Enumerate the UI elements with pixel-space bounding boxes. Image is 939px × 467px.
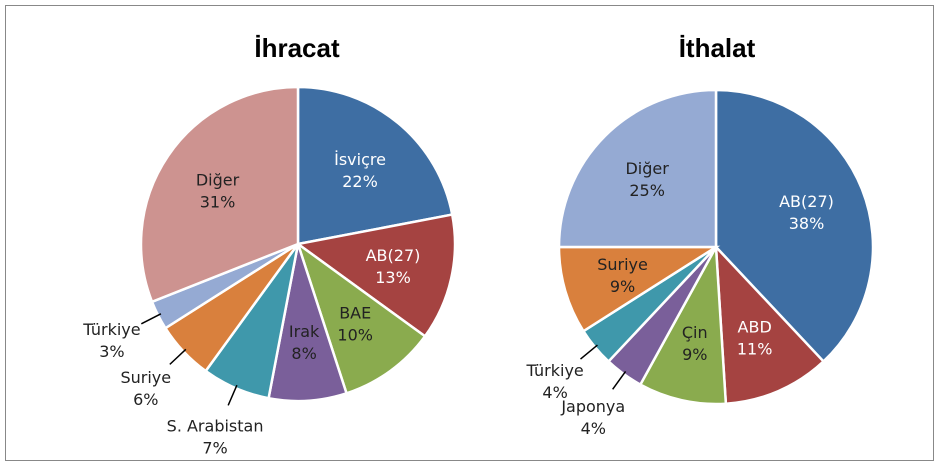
category-label: Suriye: [120, 368, 171, 387]
value-label: 10%: [337, 326, 373, 345]
value-label: 3%: [99, 342, 124, 361]
data-label: BAE 10%: [337, 304, 373, 345]
data-label: Diğer 25%: [625, 159, 669, 200]
category-label: AB(27): [366, 246, 421, 265]
value-label: 13%: [375, 268, 411, 287]
data-label: AB(27) 13%: [366, 246, 421, 287]
category-label: Irak: [289, 322, 320, 341]
pie-slice: [638, 242, 728, 406]
pie-slice: [294, 213, 457, 339]
data-label: Türkiye 3%: [82, 320, 140, 361]
category-label: Diğer: [625, 159, 669, 178]
value-label: 31%: [200, 192, 236, 211]
data-label: İsviçre 22%: [334, 150, 386, 191]
leader-line: [612, 371, 627, 390]
value-label: 4%: [542, 383, 567, 402]
value-label: 9%: [610, 277, 635, 296]
pie-slice: [714, 88, 875, 364]
chart-title: İhracat: [254, 33, 340, 63]
value-label: 38%: [789, 214, 825, 233]
pie-slice: [557, 245, 721, 333]
data-label: S. Arabistan 7%: [167, 417, 264, 458]
data-label: AB(27) 38%: [779, 192, 834, 233]
category-label: ABD: [738, 317, 772, 336]
pie-slice: [714, 243, 826, 406]
category-label: Türkiye: [82, 320, 140, 339]
category-label: Çin: [682, 323, 708, 342]
value-label: 8%: [291, 344, 316, 363]
category-label: BAE: [339, 304, 371, 323]
category-label: S. Arabistan: [167, 417, 264, 436]
leader-line: [169, 348, 187, 365]
value-label: 9%: [682, 345, 707, 364]
value-label: 25%: [629, 181, 665, 200]
value-label: 7%: [202, 439, 227, 458]
category-label: Japonya: [560, 397, 625, 416]
value-label: 4%: [581, 419, 606, 438]
data-label: Irak 8%: [289, 322, 320, 363]
category-label: Suriye: [597, 255, 648, 274]
leader-line: [580, 344, 598, 360]
data-label: Suriye 9%: [597, 255, 648, 296]
pie-slice: [296, 85, 454, 246]
data-label: Çin 9%: [682, 323, 708, 364]
pie-slice: [295, 240, 427, 395]
data-label: Suriye 6%: [120, 368, 171, 409]
leader-line: [227, 384, 238, 406]
pie-slice: [139, 85, 300, 304]
leader-line: [140, 313, 162, 325]
value-label: 22%: [342, 172, 378, 191]
value-label: 6%: [133, 390, 158, 409]
data-label: ABD 11%: [737, 317, 773, 358]
category-label: Türkiye: [525, 361, 583, 380]
category-label: Diğer: [196, 170, 240, 189]
category-label: AB(27): [779, 192, 834, 211]
chart-title: İthalat: [679, 33, 756, 63]
category-label: İsviçre: [334, 150, 386, 169]
value-label: 11%: [737, 339, 773, 358]
data-label: Türkiye 4%: [525, 361, 583, 402]
pie-slice: [557, 88, 718, 249]
data-label: Diğer 31%: [196, 170, 240, 211]
data-label: Japonya 4%: [560, 397, 625, 438]
